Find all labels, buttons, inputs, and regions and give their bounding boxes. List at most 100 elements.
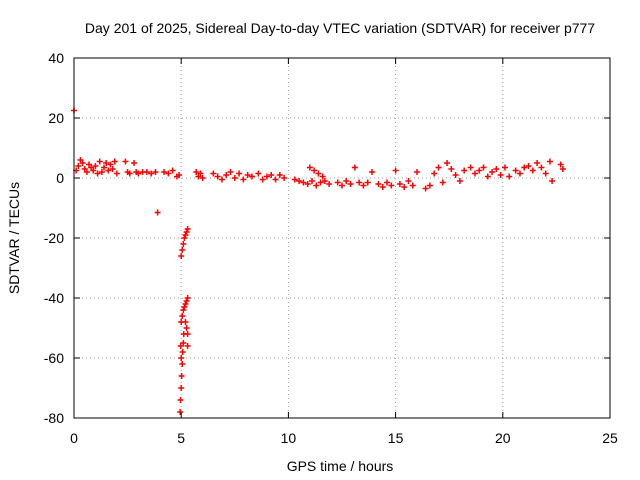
data-point xyxy=(180,241,187,247)
data-point xyxy=(92,163,99,169)
data-point xyxy=(244,172,251,178)
data-point xyxy=(379,184,386,190)
data-point xyxy=(521,164,528,171)
x-axis-label: GPS time / hours xyxy=(287,458,394,474)
data-point xyxy=(176,172,183,178)
data-point xyxy=(313,182,320,189)
data-point xyxy=(113,170,120,177)
data-point xyxy=(306,164,313,171)
data-point xyxy=(103,160,110,166)
y-tick-label: 40 xyxy=(48,50,64,66)
data-point xyxy=(177,409,184,415)
data-point xyxy=(471,170,478,177)
data-point xyxy=(178,385,185,391)
data-point xyxy=(126,170,133,177)
data-point xyxy=(152,169,159,175)
data-point xyxy=(392,167,399,174)
data-point xyxy=(317,179,324,186)
data-point xyxy=(179,313,186,319)
data-point xyxy=(435,164,442,171)
data-point xyxy=(364,179,371,186)
data-point xyxy=(181,235,188,241)
chart-title: Day 201 of 2025, Sidereal Day-to-day VTE… xyxy=(85,20,595,36)
x-tick-label: 15 xyxy=(388,430,404,446)
data-point xyxy=(255,170,262,177)
data-point xyxy=(516,170,523,177)
data-point xyxy=(105,167,112,174)
data-point xyxy=(444,160,451,166)
data-point xyxy=(111,158,118,165)
data-point xyxy=(388,182,395,189)
data-point xyxy=(178,253,185,259)
data-point xyxy=(98,169,105,175)
data-point xyxy=(369,169,376,175)
y-tick-label: -60 xyxy=(44,350,64,366)
data-point xyxy=(182,301,189,307)
data-point xyxy=(401,184,408,190)
data-point xyxy=(199,175,206,181)
x-tick-label: 5 xyxy=(177,430,185,446)
data-point xyxy=(512,167,519,174)
data-point xyxy=(452,172,459,178)
data-point xyxy=(183,229,190,235)
data-point xyxy=(461,167,468,174)
data-point xyxy=(161,169,168,175)
data-point xyxy=(304,181,311,187)
data-point xyxy=(214,173,221,180)
data-point xyxy=(448,166,455,172)
data-point xyxy=(236,170,243,177)
data-point xyxy=(248,173,255,180)
data-point xyxy=(148,170,155,177)
data-point xyxy=(184,343,191,349)
data-point xyxy=(131,160,138,166)
y-tick-label: 0 xyxy=(56,170,64,186)
data-point xyxy=(557,161,564,168)
data-point xyxy=(467,164,474,171)
data-point xyxy=(178,355,185,361)
data-point xyxy=(154,209,161,216)
data-point xyxy=(281,175,288,181)
y-tick-label: 20 xyxy=(48,110,64,126)
x-tick-label: 25 xyxy=(602,430,618,446)
data-point xyxy=(268,172,275,178)
data-point xyxy=(525,163,532,169)
data-point xyxy=(422,185,429,192)
data-point xyxy=(439,179,446,186)
data-point xyxy=(484,173,491,180)
data-point xyxy=(83,169,90,175)
data-point xyxy=(179,361,186,367)
data-point xyxy=(183,298,190,304)
data-point xyxy=(356,179,363,186)
data-point xyxy=(334,179,341,186)
data-point xyxy=(493,166,500,172)
data-point xyxy=(351,164,358,171)
data-point xyxy=(193,169,200,175)
data-point xyxy=(347,181,354,187)
data-point xyxy=(308,178,315,184)
data-point xyxy=(179,247,186,253)
data-point xyxy=(75,163,82,169)
data-point xyxy=(360,182,367,189)
data-points xyxy=(71,107,566,415)
y-tick-label: -20 xyxy=(44,230,64,246)
x-tick-label: 10 xyxy=(281,430,297,446)
data-point xyxy=(497,172,504,178)
data-point xyxy=(169,167,176,174)
data-point xyxy=(538,164,545,171)
data-point xyxy=(501,164,508,171)
plot-frame xyxy=(73,57,611,419)
data-point xyxy=(79,160,86,166)
data-point xyxy=(197,170,204,177)
data-point xyxy=(489,169,496,175)
data-point xyxy=(506,173,513,180)
data-point xyxy=(559,166,566,172)
data-point xyxy=(210,170,217,177)
data-point xyxy=(184,226,191,232)
data-point xyxy=(231,175,238,181)
data-point xyxy=(384,179,391,186)
data-point xyxy=(263,173,270,180)
data-point xyxy=(272,176,279,183)
data-point xyxy=(180,307,187,313)
data-point xyxy=(182,232,189,238)
